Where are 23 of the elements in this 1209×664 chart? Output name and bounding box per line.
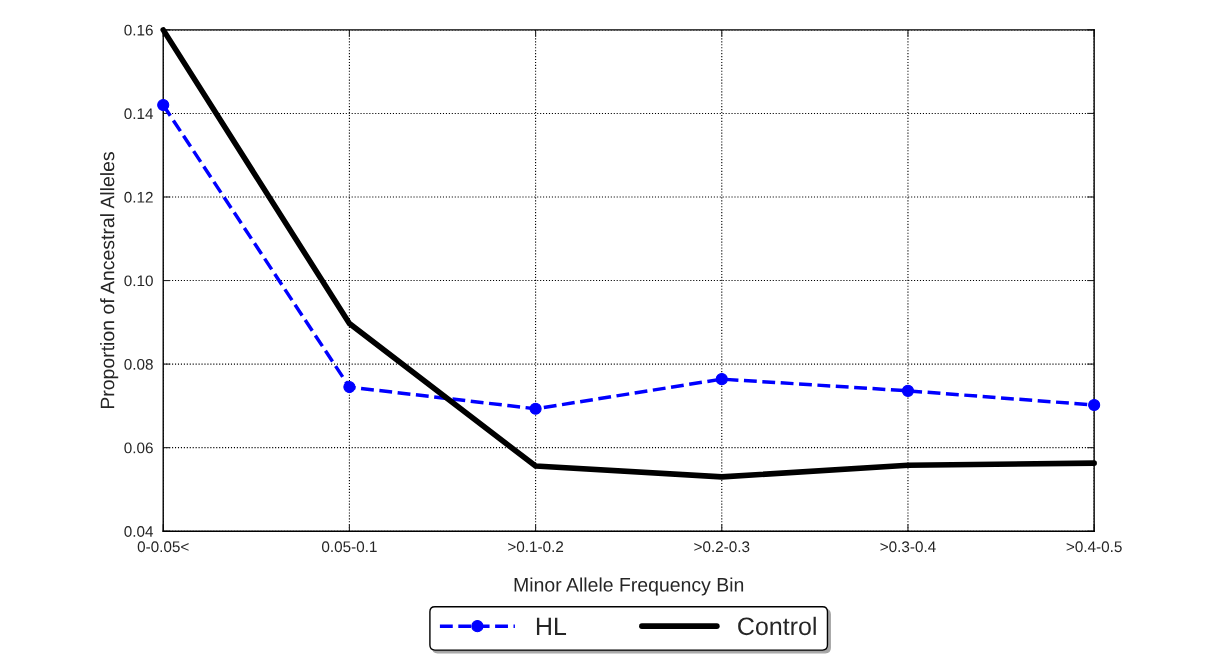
point: [715, 373, 728, 386]
x-tick-label: >0.2-0.3: [694, 541, 750, 553]
x-tick-label: 0.05-0.1: [321, 541, 377, 553]
point: [901, 384, 915, 397]
x-axis-title: Minor Allele Frequency Bin: [514, 577, 744, 596]
y-tick-label: 0.16: [124, 24, 153, 36]
x-tick-label: 0-0.05<: [137, 541, 189, 553]
x-tick-label: >0.1-0.2: [508, 541, 564, 553]
legend-label: HL: [536, 617, 567, 635]
y-tick-label: 0.08: [124, 358, 153, 370]
point: [529, 402, 542, 415]
point: [157, 99, 170, 112]
point: [1088, 398, 1101, 412]
legend-label: Control: [738, 616, 816, 636]
x-tick-label: >0.4-0.5: [1066, 541, 1122, 553]
y-tick-label: 0.12: [124, 191, 153, 203]
y-tick-label: 0.06: [124, 442, 153, 454]
y-tick-label: 0.10: [124, 275, 153, 287]
x-tick-label: >0.3-0.4: [880, 541, 936, 553]
y-axis-title: Proportion of Ancestral Alleles: [100, 152, 119, 409]
y-tick-label: 0.04: [124, 526, 154, 537]
point: [343, 381, 356, 394]
y-tick-label: 0.14: [124, 108, 154, 120]
